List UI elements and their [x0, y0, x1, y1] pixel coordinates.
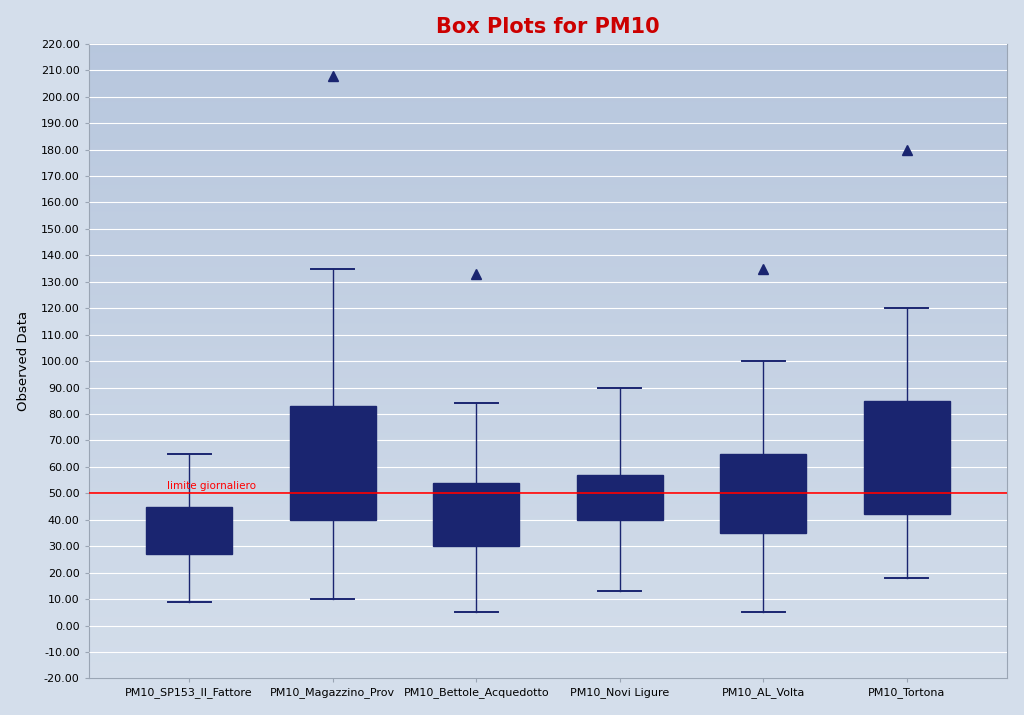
PathPatch shape [146, 506, 232, 554]
PathPatch shape [577, 475, 663, 520]
PathPatch shape [433, 483, 519, 546]
Text: limite giornaliero: limite giornaliero [167, 481, 256, 491]
Y-axis label: Observed Data: Observed Data [16, 311, 30, 411]
Title: Box Plots for PM10: Box Plots for PM10 [436, 16, 659, 36]
PathPatch shape [864, 400, 950, 515]
PathPatch shape [290, 406, 376, 520]
PathPatch shape [720, 453, 806, 533]
